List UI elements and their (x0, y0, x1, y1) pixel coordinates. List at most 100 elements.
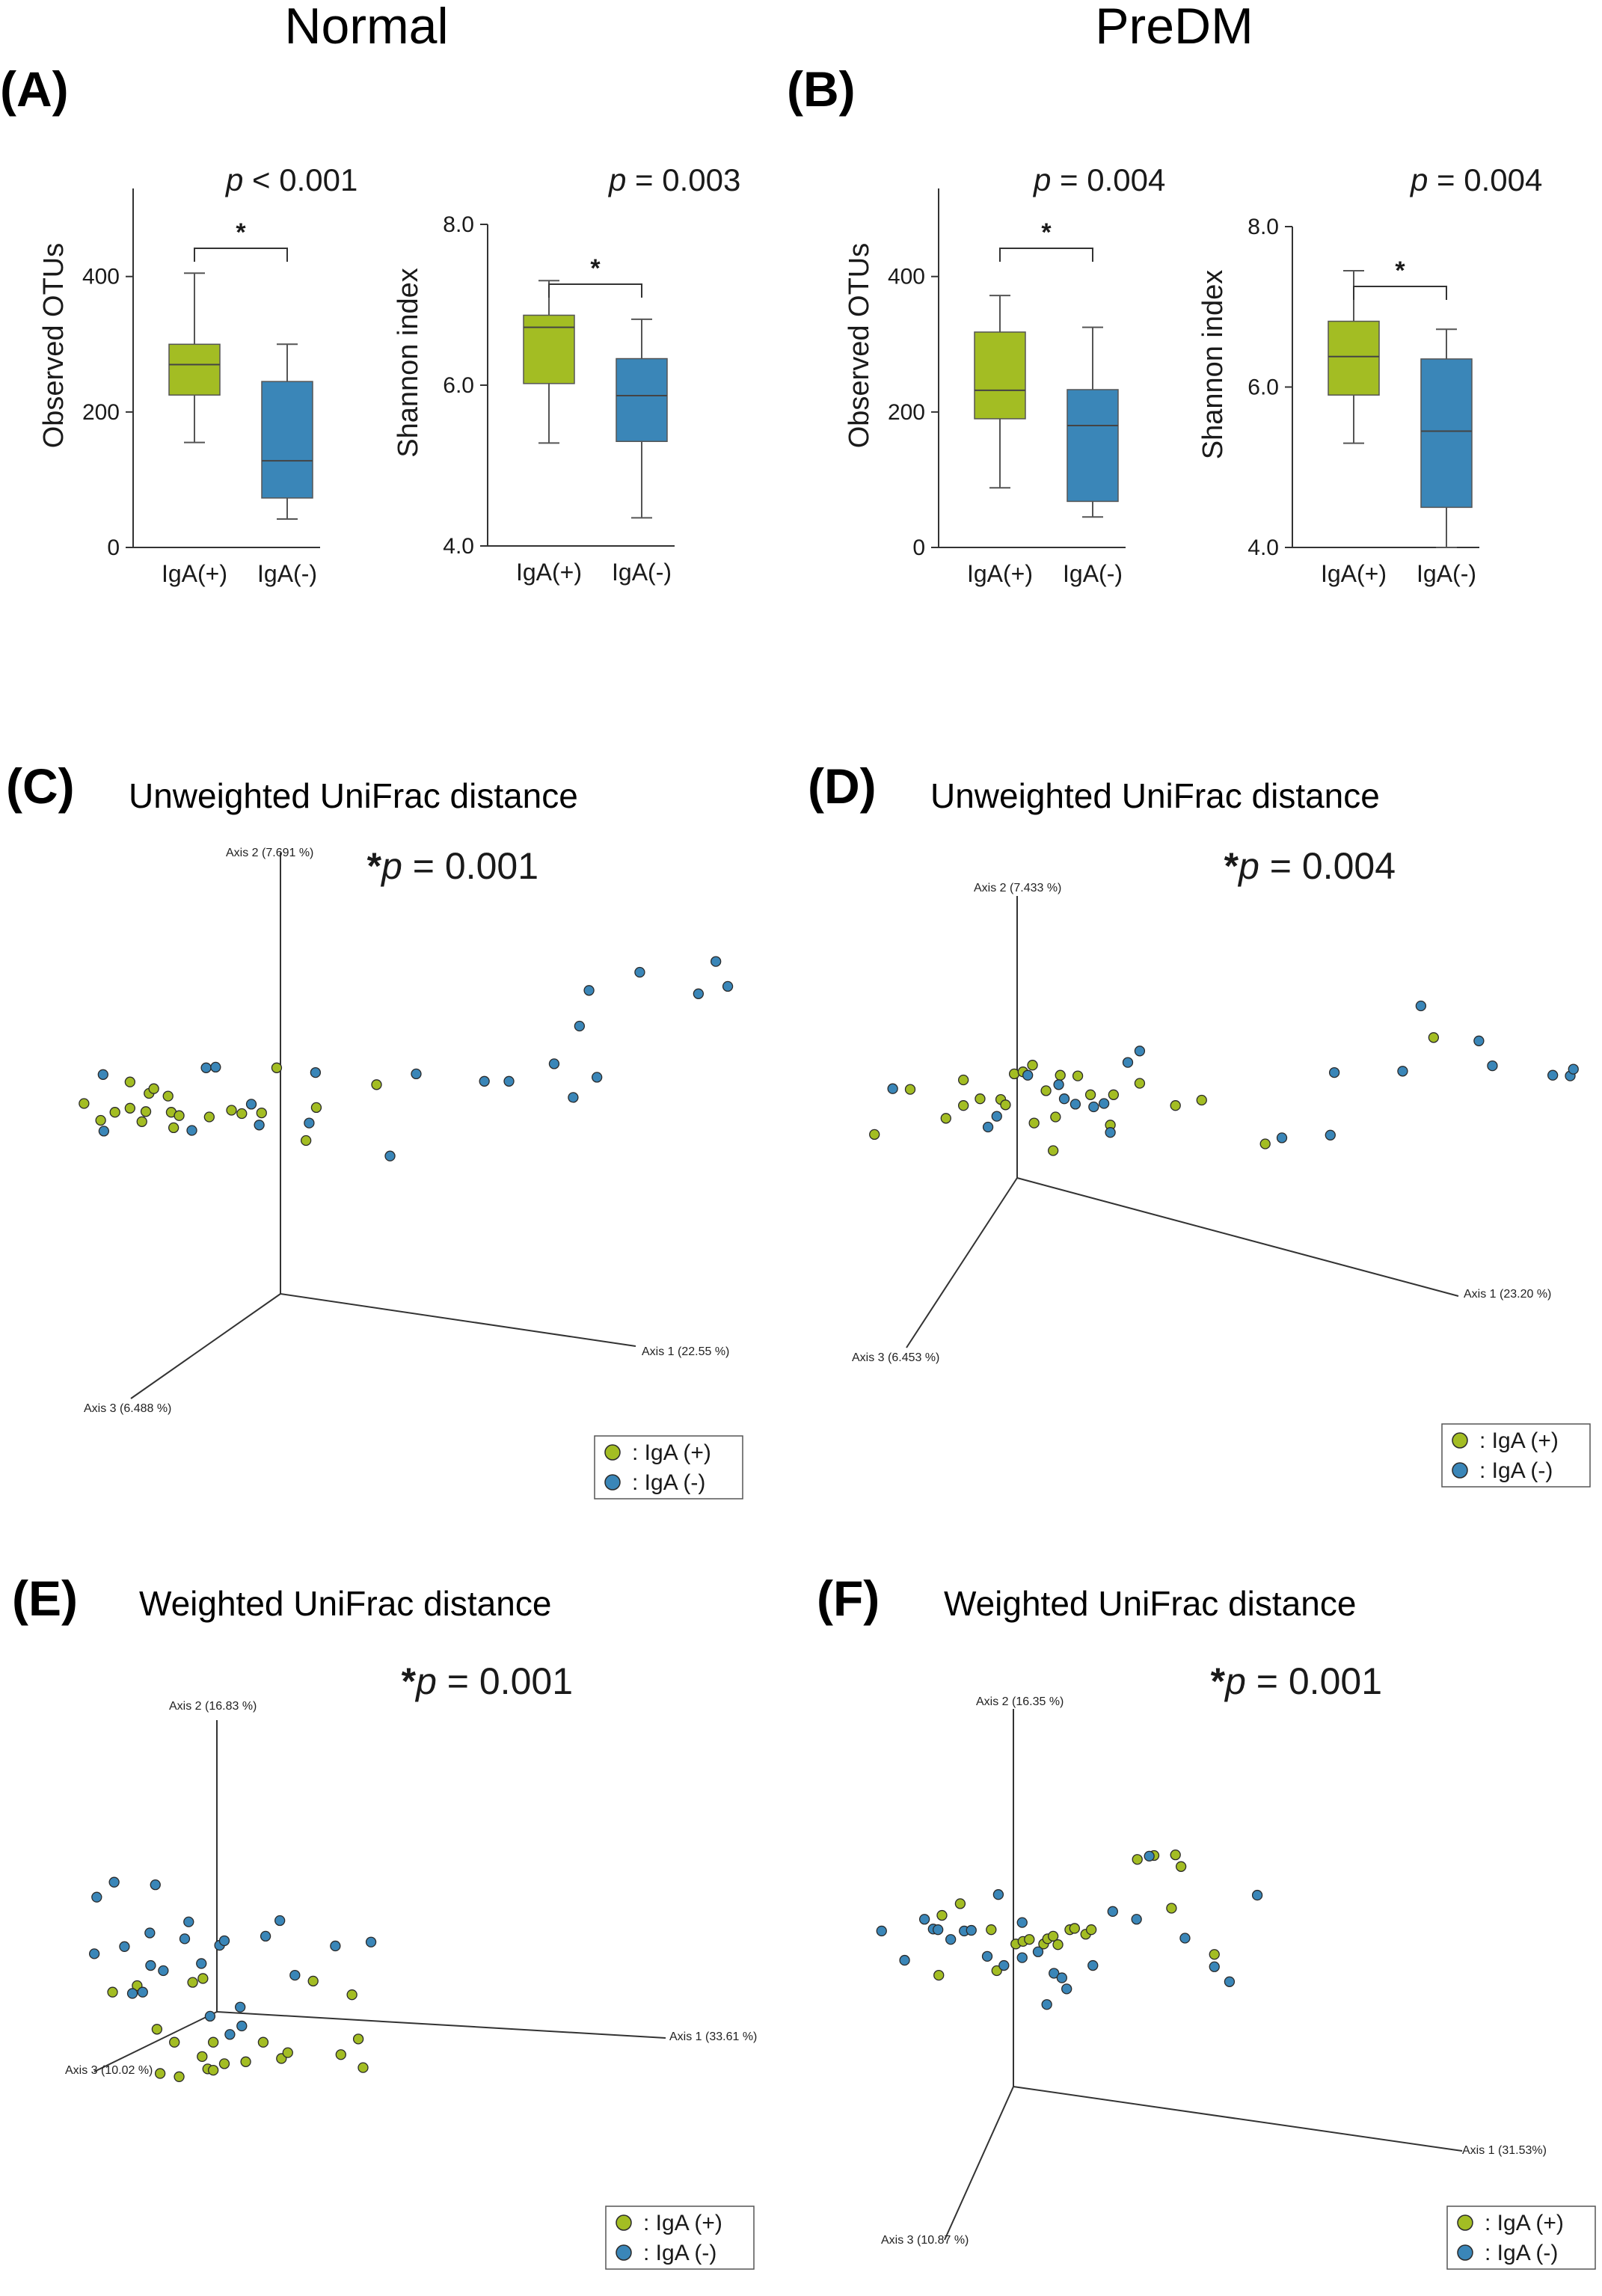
scatter-point (207, 2036, 219, 2048)
y-axis-label: Observed OTUs (38, 243, 70, 449)
scatter-point (1028, 1117, 1040, 1129)
scatter-point (335, 2049, 346, 2060)
scatter-point (548, 1058, 560, 1069)
scatter-point (876, 1925, 887, 1937)
p-value-letter: p (1237, 845, 1259, 887)
scatter-point (179, 1933, 191, 1944)
box-iqr (1420, 358, 1473, 509)
axis1-line (1013, 2086, 1463, 2152)
scatter-point (1022, 1069, 1034, 1081)
series-iga-neg (88, 1876, 377, 2040)
p-value: p < 0.001 (224, 162, 357, 197)
series-iga-neg (876, 1850, 1263, 2010)
legend-marker-pos (1452, 1432, 1468, 1449)
p-value-number: = 0.001 (1246, 1660, 1382, 1702)
scatter-point (1568, 1063, 1579, 1075)
scatter-point (958, 1100, 969, 1111)
panel-letter-a: (A) (0, 61, 69, 117)
scatter-point (592, 1072, 603, 1083)
scatter-point (304, 1117, 315, 1129)
scatter-point (187, 1977, 198, 1988)
scatter-point (210, 1061, 221, 1073)
boxplot-A-shannon: 4.0 6.0 8.0 Shannon index IgA(+) IgA(-) * p = 0… (393, 162, 740, 586)
scatter-point (1087, 1959, 1099, 1971)
legend-label-pos: : IgA (+) (632, 1440, 711, 1465)
scatter-point (236, 2020, 248, 2032)
x-category-label: IgA(+) (967, 560, 1033, 587)
pcoa-title-e: Weighted UniFrac distance (139, 1584, 551, 1623)
p-value-letter: p (414, 1660, 437, 1702)
scatter-point (107, 1986, 118, 1998)
legend-label-neg: : IgA (-) (1479, 1458, 1553, 1483)
y-tick-label: 4.0 (443, 534, 474, 559)
scatter-point (124, 1102, 135, 1114)
y-axis-label: Observed OTUs (844, 243, 875, 449)
scatter-point (330, 1940, 341, 1952)
box-iga-neg (616, 318, 668, 519)
significance-bracket (999, 248, 1093, 262)
legend-label-neg: : IgA (-) (643, 2241, 716, 2265)
scatter-point (1328, 1066, 1340, 1078)
scatter-point (1251, 1889, 1263, 1901)
scatter-point (1069, 1923, 1080, 1934)
p-value: *p = 0.001 (1211, 1660, 1382, 1702)
scatter-point (1048, 1145, 1059, 1156)
box-iqr (974, 331, 1026, 420)
scatter-point (1072, 1070, 1084, 1081)
significance-bracket (1353, 286, 1447, 300)
axis2-label: Axis 2 (16.83 %) (169, 1700, 257, 1713)
scatter-point (226, 1105, 237, 1116)
scatter-point (986, 1924, 997, 1936)
p-value-letter: p (1409, 162, 1428, 197)
scatter-point (88, 1948, 100, 1959)
axis2-label: Axis 2 (7.433 %) (974, 882, 1061, 894)
x-category-label: IgA(+) (162, 560, 227, 587)
legend-box: : IgA (+): IgA (-) (1441, 1423, 1591, 1488)
scatter-point (991, 1965, 1002, 1977)
legend-label-pos: : IgA (+) (1485, 2211, 1564, 2235)
panel-letter-c: (C) (6, 758, 75, 814)
scatter-point (940, 1113, 951, 1124)
panel-letter-b: (B) (787, 61, 856, 117)
panel-letter-e: (E) (12, 1571, 78, 1626)
boxplot-A-observed: 0 200 400 Observed OTUs IgA(+) IgA(-) * p < 0.0… (38, 162, 357, 587)
y-tick-label: 400 (82, 265, 120, 289)
scatter-point (1196, 1094, 1207, 1106)
scatter-point (384, 1150, 396, 1161)
scatter-point (1209, 1949, 1220, 1960)
scatter-point (240, 2056, 251, 2067)
scatter-point (1016, 1917, 1028, 1928)
scatter-point (357, 2062, 369, 2073)
pcoa-title-f: Weighted UniFrac distance (944, 1584, 1356, 1623)
box-iga-pos (974, 295, 1026, 489)
scatter-point (981, 1950, 993, 1962)
scatter-point (200, 1062, 212, 1073)
axis3-label: Axis 3 (6.453 %) (852, 1351, 939, 1364)
scatter-point (1108, 1089, 1120, 1100)
scatter-point (218, 1935, 230, 1947)
significance-star: * (236, 218, 246, 247)
axis1-label: Axis 1 (23.20 %) (1464, 1288, 1551, 1301)
scatter-point (1134, 1078, 1146, 1089)
scatter-point (568, 1092, 579, 1103)
x-category-label: IgA(-) (612, 559, 672, 586)
legend-label-neg: : IgA (-) (632, 1470, 705, 1495)
axis1-label: Axis 1 (31.53%) (1462, 2144, 1547, 2157)
scatter-point (1397, 1066, 1408, 1077)
legend-marker-neg (1457, 2244, 1473, 2261)
significance-star: * (590, 254, 601, 283)
scatter-point (1105, 1127, 1116, 1138)
boxplot-layer: 0 200 400 Observed OTUs IgA(+) IgA(-) * p < 0.0… (38, 162, 1542, 587)
box-iga-neg (1067, 326, 1119, 518)
y-axis-label: Shannon index (393, 268, 424, 458)
scatter-point (904, 1084, 916, 1095)
box-iqr (261, 381, 313, 499)
p-value: *p = 0.001 (367, 845, 538, 887)
panel-letter-f: (F) (817, 1571, 880, 1626)
p-value-star: * (402, 1660, 417, 1702)
pcoa-layer: Axis 2 (7.691 %) Axis 1 (22.55 %) Axis 3 (… (65, 845, 1596, 2270)
scatter-point (203, 1111, 215, 1123)
p-value-letter: p (224, 162, 243, 197)
pcoa-title-c: Unweighted UniFrac distance (129, 776, 578, 815)
